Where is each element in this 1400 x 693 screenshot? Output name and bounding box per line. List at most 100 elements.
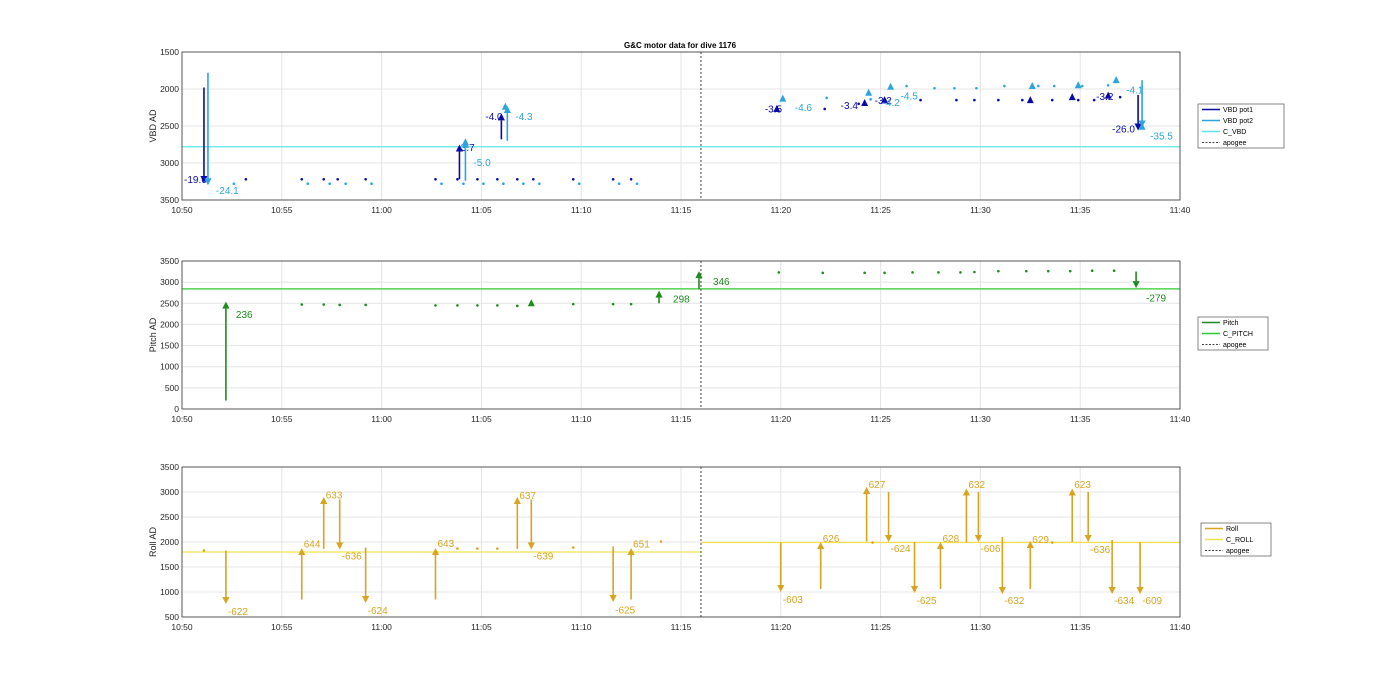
data-point [496,547,499,550]
arrow-head [222,597,230,604]
data-point [973,270,976,274]
data-point [629,177,633,181]
x-tick-label: 11:05 [471,414,492,424]
arrow-head [1084,535,1092,542]
arrow-head [362,596,370,603]
data-point [1076,98,1080,102]
triangle-marker [779,94,787,102]
data-point [522,182,525,186]
x-tick-label: 11:15 [671,414,692,424]
data-point [777,271,781,274]
data-label: -24.1 [216,186,239,197]
y-tick-label: 1500 [160,47,179,57]
x-tick-label: 11:35 [1070,622,1091,632]
arrow-head [609,595,617,602]
x-tick-label: 10:55 [271,205,293,215]
arrow-head [777,585,785,592]
data-point [871,541,874,544]
triangle-marker [527,299,535,307]
data-label: 629 [1032,535,1049,546]
x-tick-label: 11:10 [571,205,592,215]
data-point [1090,269,1094,273]
y-tick-label: 3500 [160,195,179,205]
x-tick-label: 11:10 [571,622,592,632]
roll-panel: 10:50 10:55 11:00 11:05 11:10 11:15 11:20 11:25… [148,462,1272,632]
data-label: -4.5 [901,91,919,102]
data-point [482,182,485,186]
data-label: -624 [368,606,388,617]
x-tick-label: 11:30 [970,205,991,215]
axes-frame [181,466,1181,618]
data-label: -5.0 [473,158,491,169]
data-label: -3.2 [875,96,893,107]
y-tick-label: 1500 [160,341,179,351]
data-point [825,96,829,100]
y-tick-label: 1000 [160,362,179,372]
data-point [434,177,437,181]
data-point [629,302,633,306]
arrow-head [527,542,535,550]
arrow-head [998,587,1006,594]
data-point [1106,84,1110,87]
data-label: -3.7 [457,143,475,154]
data-point [973,98,976,102]
arrow-head [974,535,983,542]
legend-entry: C_ROLL [1226,537,1253,544]
arrow-head [695,271,703,279]
data-point [370,182,373,186]
arrow-head [455,144,464,152]
data-point [1046,269,1050,273]
legend-entry: Roll [1226,526,1239,533]
data-point [306,182,310,186]
data-label: -606 [980,544,1000,555]
data-label: -4.6 [795,103,813,114]
data-label: -639 [533,552,553,563]
chart-title: G&C motor data for dive 1176 [624,41,737,50]
arrow-head [336,542,344,550]
data-point [997,269,1000,273]
data-point [1025,269,1028,273]
x-tick-label: 11:25 [870,622,891,632]
arrow-head [461,140,470,148]
data-point [863,271,866,275]
data-label: 627 [869,480,886,491]
y-tick-label: 3000 [160,277,179,287]
data-point [857,102,860,106]
data-point [1021,98,1024,102]
data-point [821,271,825,275]
y-axis-label: VBD AD [148,109,158,143]
data-point [1036,84,1040,88]
triangle-marker [1112,76,1120,84]
data-point [364,177,367,181]
x-tick-label: 10:50 [171,622,193,632]
x-tick-label: 11:05 [471,205,492,215]
data-point [344,182,347,186]
data-point [516,177,519,181]
arrow-head [817,542,825,549]
y-tick-label: 3500 [160,462,179,472]
x-tick-label: 10:55 [271,622,293,632]
x-tick-label: 11:35 [1070,205,1091,215]
data-point [456,547,459,550]
data-point [911,271,914,274]
data-point [1080,84,1084,88]
data-point [997,98,1000,102]
data-point [933,86,936,90]
data-label: -4.3 [515,112,533,123]
data-label: 651 [633,540,650,551]
data-point [1118,95,1122,99]
data-point [617,182,621,186]
data-label: -625 [615,606,635,617]
arrow-head [320,497,328,504]
x-tick-label: 11:30 [970,414,991,424]
data-label: 623 [1074,480,1091,491]
y-axis-label: Pitch AD [148,317,158,352]
x-tick-label: 10:50 [171,414,193,424]
legend-entry: C_VBD [1223,129,1246,136]
data-label: 346 [713,277,730,288]
x-tick-label: 11:20 [770,622,791,632]
data-label: -609 [1142,596,1162,607]
arrow-head [863,487,871,494]
data-label: 644 [304,540,321,551]
